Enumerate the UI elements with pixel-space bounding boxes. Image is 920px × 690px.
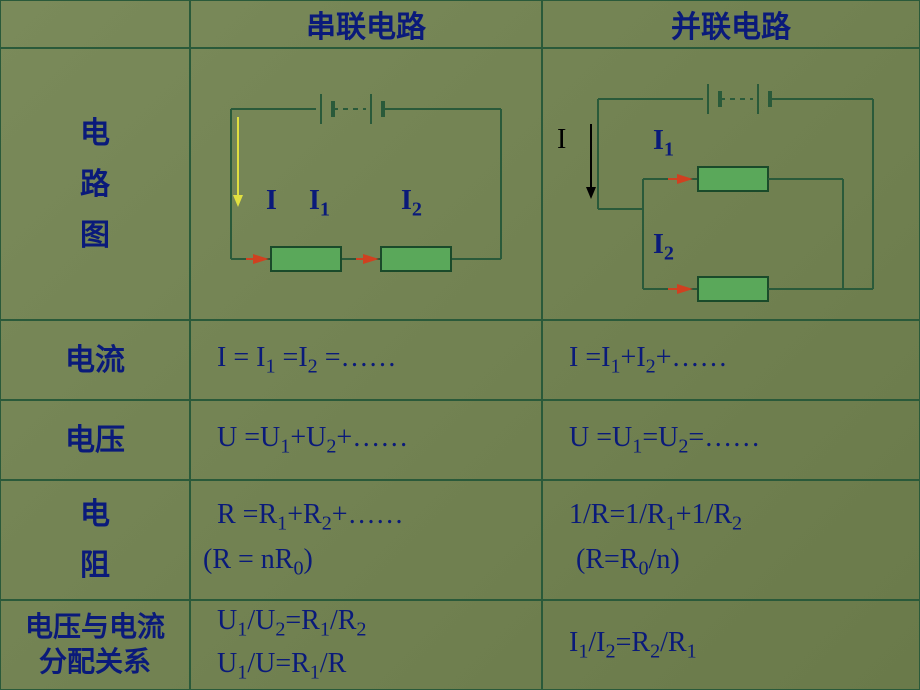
row-label-resistance: 电阻: [0, 480, 190, 600]
parallel-current: I =I1+I2+……: [542, 320, 920, 400]
parallel-label-I1: I1: [653, 125, 674, 162]
parallel-circuit-svg: [543, 49, 920, 321]
series-voltage-formula: U =U1+U2+……: [217, 422, 408, 459]
row-label-resistance-text: 电阻: [80, 489, 110, 591]
series-ratio: U1/U2=R1/R2 U1/U=R1/R: [190, 600, 542, 690]
series-diagram: I I1 I2: [190, 48, 542, 320]
row-label-voltage-text: 电压: [65, 415, 125, 466]
parallel-resistance-l2: (R=R0/n): [569, 544, 680, 581]
row-label-diagram-text: 电路图: [80, 108, 110, 261]
header-parallel-text: 并联电路: [671, 2, 791, 46]
comparison-table: 串联电路 并联电路 电路图: [0, 0, 920, 690]
parallel-ratio-l1: I1/I2=R2/R1: [569, 627, 697, 664]
parallel-label-I2: I2: [653, 229, 674, 266]
row-label-current: 电流: [0, 320, 190, 400]
parallel-ratio: I1/I2=R2/R1: [542, 600, 920, 690]
row-label-current-text: 电流: [65, 335, 125, 386]
series-current-formula: I = I1 =I2 =……: [217, 342, 397, 379]
parallel-resistance-l1: 1/R=1/R1+1/R2: [569, 499, 742, 536]
series-label-I1: I1: [309, 185, 330, 222]
series-resistance-l2: (R = nR0): [203, 544, 313, 581]
parallel-label-I: I: [557, 124, 566, 156]
series-current: I = I1 =I2 =……: [190, 320, 542, 400]
series-label-I: I: [266, 185, 277, 217]
series-ratio-l1: U1/U2=R1/R2: [217, 605, 366, 642]
parallel-voltage: U =U1=U2=……: [542, 400, 920, 480]
series-label-I2: I2: [401, 185, 422, 222]
row-label-voltage: 电压: [0, 400, 190, 480]
series-circuit-svg: [191, 49, 543, 321]
header-series-text: 串联电路: [306, 2, 426, 46]
series-voltage: U =U1+U2+……: [190, 400, 542, 480]
parallel-diagram: I I1 I2: [542, 48, 920, 320]
header-parallel: 并联电路: [542, 0, 920, 48]
parallel-resistance: 1/R=1/R1+1/R2 (R=R0/n): [542, 480, 920, 600]
row-label-diagram: 电路图: [0, 48, 190, 320]
series-resistance-l1: R =R1+R2+……: [217, 499, 404, 536]
header-series: 串联电路: [190, 0, 542, 48]
row-label-ratio: 电压与电流分配关系: [0, 600, 190, 690]
parallel-voltage-formula: U =U1=U2=……: [569, 422, 760, 459]
parallel-current-formula: I =I1+I2+……: [569, 342, 728, 379]
header-empty: [0, 0, 190, 48]
series-resistance: R =R1+R2+…… (R = nR0): [190, 480, 542, 600]
series-ratio-l2: U1/U=R1/R: [217, 648, 346, 685]
row-label-ratio-text: 电压与电流分配关系: [25, 610, 165, 680]
